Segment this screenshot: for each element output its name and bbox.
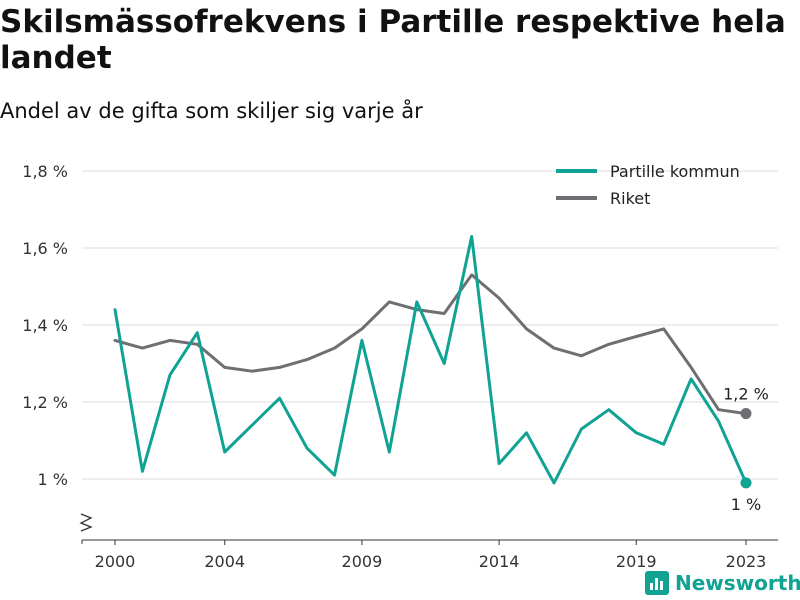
x-tick-label: 2019 — [616, 552, 657, 571]
x-tick-label: 2023 — [726, 552, 767, 571]
end-label-riket: 1,2 % — [723, 385, 769, 404]
legend-label: Riket — [610, 189, 650, 208]
brand-logo: Newsworthy — [645, 569, 800, 597]
y-tick-label: 1 % — [38, 470, 68, 489]
end-point-partille-kommun — [740, 477, 752, 489]
end-label-partille: 1 % — [731, 495, 761, 514]
chart-title: Skilsmässofrekvens i Partille respektive… — [0, 4, 786, 76]
chart-subtitle: Andel av de gifta som skiljer sig varje … — [0, 99, 423, 123]
y-tick-label: 1,2 % — [22, 393, 68, 412]
series-line-partille-kommun — [113, 235, 748, 485]
newsworthy-logo-icon — [645, 571, 669, 595]
x-tick-label: 2004 — [204, 552, 245, 571]
axis-break-icon — [79, 513, 93, 532]
series-line-riket — [113, 273, 748, 416]
brand-name: Newsworthy — [675, 571, 800, 595]
y-tick-label: 1,4 % — [22, 316, 68, 335]
x-tick-label: 2000 — [95, 552, 136, 571]
y-tick-label: 1,8 % — [22, 162, 68, 181]
legend-label: Partille kommun — [610, 162, 740, 181]
x-tick-label: 2009 — [342, 552, 383, 571]
end-point-riket — [740, 408, 752, 420]
x-tick-label: 2014 — [479, 552, 520, 571]
y-tick-label: 1,6 % — [22, 239, 68, 258]
